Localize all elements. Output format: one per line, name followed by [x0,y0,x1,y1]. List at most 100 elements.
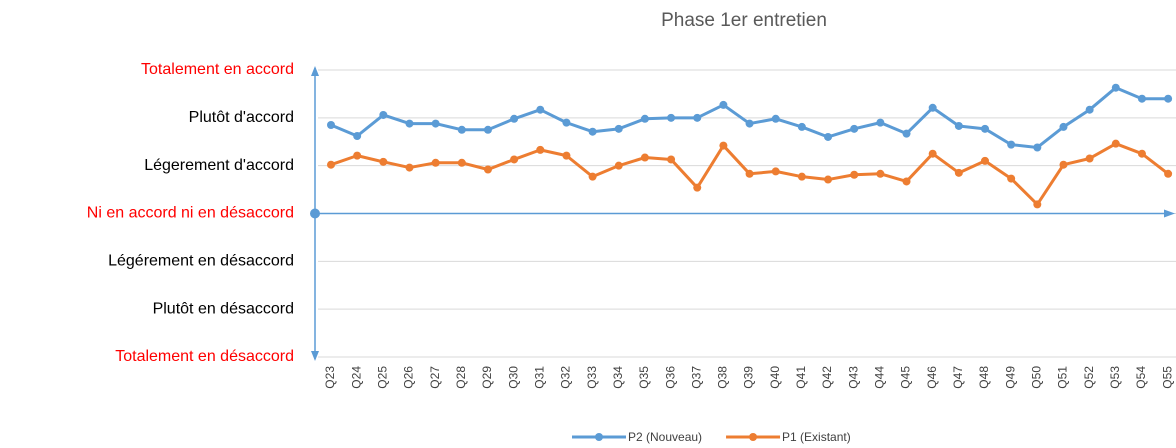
data-point [1033,200,1042,209]
data-point [405,163,414,172]
chart-title: Phase 1er entretien [661,10,827,31]
y-axis-arrow [311,66,319,76]
x-tick-label: Q47 [951,366,965,389]
x-tick-label: Q53 [1108,366,1122,389]
data-point [614,161,623,170]
x-tick-label: Q49 [1003,366,1017,389]
data-point [850,170,859,179]
y-tick-label: Plutôt d'accord [189,109,294,126]
data-point [1033,143,1042,152]
legend-label: P2 (Nouveau) [628,430,702,444]
data-point [1164,169,1173,178]
y-axis-arrow [311,351,319,361]
data-point [1007,174,1016,183]
x-tick-label: Q34 [611,366,625,389]
x-tick-label: Q43 [846,366,860,389]
x-tick-label: Q48 [977,366,991,389]
data-point [457,158,466,167]
data-point [902,129,911,138]
x-tick-label: Q25 [375,366,389,389]
data-point [928,149,937,158]
data-point [797,122,806,131]
x-tick-label: Q44 [873,366,887,389]
x-tick-label: Q28 [454,366,468,389]
data-point [1059,160,1068,169]
legend-marker [595,433,603,441]
x-tick-label: Q32 [559,366,573,389]
data-point [327,121,335,130]
x-tick-label: Q42 [820,366,834,389]
y-tick-label: Plutôt en désaccord [153,300,294,317]
data-point [876,169,885,178]
data-point [771,114,780,123]
data-point [1137,149,1146,158]
data-point [824,175,833,184]
data-point [640,153,649,162]
axis-origin [310,208,320,219]
x-tick-label: Q55 [1160,366,1174,389]
data-point [431,158,440,167]
data-point [614,124,623,133]
data-point [327,160,335,169]
data-point [588,172,597,181]
x-tick-label: Q41 [794,366,808,389]
data-point [510,155,519,164]
x-tick-label: Q38 [716,366,730,389]
data-point [954,168,963,177]
y-tick-label: Totalement en désaccord [115,348,294,365]
x-tick-label: Q46 [925,366,939,389]
y-tick-label: Totalement en accord [141,61,294,78]
data-point [902,177,911,186]
x-tick-label: Q51 [1056,366,1070,389]
data-point [771,167,780,176]
x-axis-arrow [1164,209,1175,218]
y-tick-label: Légerement d'accord [144,157,294,174]
data-point [745,169,754,178]
x-tick-label: Q27 [428,366,442,389]
data-point [588,127,597,136]
data-point [719,141,728,150]
data-point [850,124,859,133]
data-point [1059,122,1068,131]
data-point [824,132,833,141]
x-tick-label: Q39 [742,366,756,389]
data-point [536,145,545,154]
x-tick-label: Q30 [506,366,520,389]
data-point [693,113,702,122]
data-point [379,110,388,119]
data-point [693,183,702,192]
data-point [431,119,440,128]
x-tick-label: Q45 [899,366,913,389]
data-point [745,119,754,128]
data-point [483,125,492,134]
x-tick-label: Q40 [768,366,782,389]
x-tick-label: Q36 [663,366,677,389]
legend-label: P1 (Existant) [782,430,851,444]
data-point [353,132,362,141]
x-tick-label: Q26 [402,366,416,389]
data-point [562,118,571,127]
data-point [536,105,545,114]
x-tick-label: Q54 [1134,366,1148,389]
data-point [379,157,388,166]
data-point [510,114,519,123]
data-point [1111,83,1120,92]
data-point [457,125,466,134]
legend-marker [749,433,758,441]
legend-item: P2 (Nouveau) [572,430,702,444]
data-point [1007,140,1016,149]
data-point [1137,94,1146,103]
x-tick-label: Q31 [532,366,546,389]
data-point [719,100,728,109]
data-point [928,103,937,112]
x-tick-label: Q50 [1029,366,1043,389]
x-tick-label: Q52 [1082,366,1096,389]
data-point [667,155,676,164]
data-point [353,151,362,160]
x-tick-label: Q33 [585,366,599,389]
data-point [562,151,571,160]
data-point [1085,105,1094,114]
data-point [876,118,885,127]
y-tick-label: Légérement en désaccord [108,253,294,270]
